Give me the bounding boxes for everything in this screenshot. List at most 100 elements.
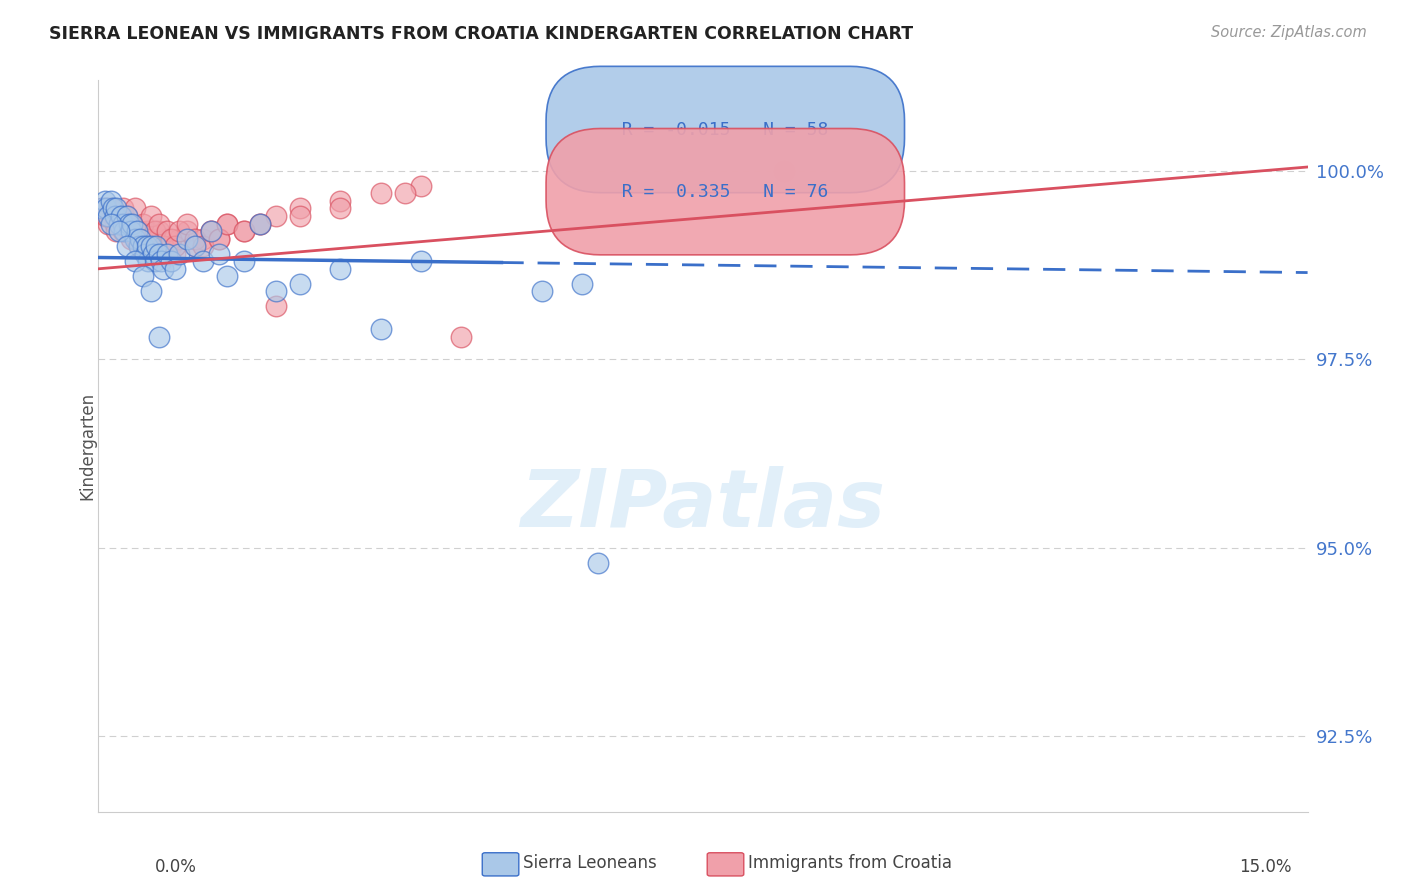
Point [107, 224, 129, 238]
Point [139, 209, 162, 223]
Text: Sierra Leoneans: Sierra Leoneans [523, 855, 657, 872]
Point [96, 202, 118, 216]
Point [110, 217, 132, 231]
Point [120, 217, 142, 231]
Point [100, 202, 122, 216]
Point [409, 178, 432, 193]
Point [132, 232, 155, 246]
Point [134, 246, 156, 260]
Point [394, 186, 416, 201]
Text: R =  0.335   N = 76: R = 0.335 N = 76 [600, 183, 851, 201]
Point [139, 285, 162, 299]
Point [121, 217, 143, 231]
Point [156, 232, 179, 246]
Point [329, 202, 352, 216]
Point [530, 285, 553, 299]
Point [107, 209, 129, 223]
Point [97, 217, 120, 231]
Point [127, 224, 149, 238]
Point [128, 239, 150, 253]
Point [135, 224, 157, 238]
Point [176, 224, 198, 238]
Point [370, 322, 392, 336]
Point [772, 163, 794, 178]
Point [100, 202, 122, 216]
Point [112, 209, 135, 223]
Point [124, 254, 146, 268]
Point [111, 217, 134, 231]
Point [148, 217, 170, 231]
Point [232, 224, 254, 238]
Point [156, 246, 179, 260]
Point [409, 254, 432, 268]
Point [120, 232, 142, 246]
Point [132, 239, 155, 253]
Point [91, 202, 114, 216]
Point [264, 209, 287, 223]
Point [138, 254, 160, 268]
Point [118, 217, 141, 231]
Point [249, 217, 271, 231]
Text: 0.0%: 0.0% [155, 858, 197, 876]
Point [150, 254, 173, 268]
Point [329, 194, 352, 208]
Point [288, 277, 311, 291]
Point [107, 217, 129, 231]
Point [112, 224, 135, 238]
Point [184, 239, 207, 253]
Point [124, 202, 146, 216]
Point [217, 217, 239, 231]
Point [127, 232, 149, 246]
Point [132, 269, 155, 284]
Point [193, 254, 215, 268]
Point [148, 246, 170, 260]
Point [571, 277, 593, 291]
Point [128, 239, 150, 253]
Point [152, 261, 174, 276]
Point [288, 202, 311, 216]
Point [134, 239, 156, 253]
Point [148, 224, 170, 238]
Point [148, 329, 170, 343]
Point [160, 239, 183, 253]
Point [107, 217, 129, 231]
Point [152, 239, 174, 253]
Point [217, 217, 239, 231]
Point [160, 254, 183, 268]
Point [184, 239, 207, 253]
Point [184, 232, 207, 246]
Point [129, 224, 152, 238]
Point [105, 202, 128, 216]
Point [193, 232, 215, 246]
Point [129, 232, 152, 246]
Point [103, 217, 125, 231]
Point [105, 224, 128, 238]
Point [249, 217, 271, 231]
Point [160, 232, 183, 246]
Point [103, 209, 125, 223]
Point [96, 202, 118, 216]
Point [264, 300, 287, 314]
Point [450, 329, 472, 343]
Point [100, 217, 122, 231]
Point [152, 239, 174, 253]
Point [142, 246, 165, 260]
Point [139, 239, 162, 253]
Point [145, 239, 167, 253]
Point [96, 209, 118, 223]
Point [139, 232, 162, 246]
Point [163, 239, 186, 253]
Point [110, 209, 132, 223]
Point [264, 285, 287, 299]
Point [120, 224, 142, 238]
Text: Source: ZipAtlas.com: Source: ZipAtlas.com [1211, 25, 1367, 40]
Point [143, 239, 166, 253]
Point [232, 224, 254, 238]
Point [200, 224, 222, 238]
Point [200, 224, 222, 238]
Point [200, 224, 222, 238]
Point [97, 209, 120, 223]
Point [115, 209, 138, 223]
Y-axis label: Kindergarten: Kindergarten [79, 392, 96, 500]
Text: 15.0%: 15.0% [1239, 858, 1292, 876]
